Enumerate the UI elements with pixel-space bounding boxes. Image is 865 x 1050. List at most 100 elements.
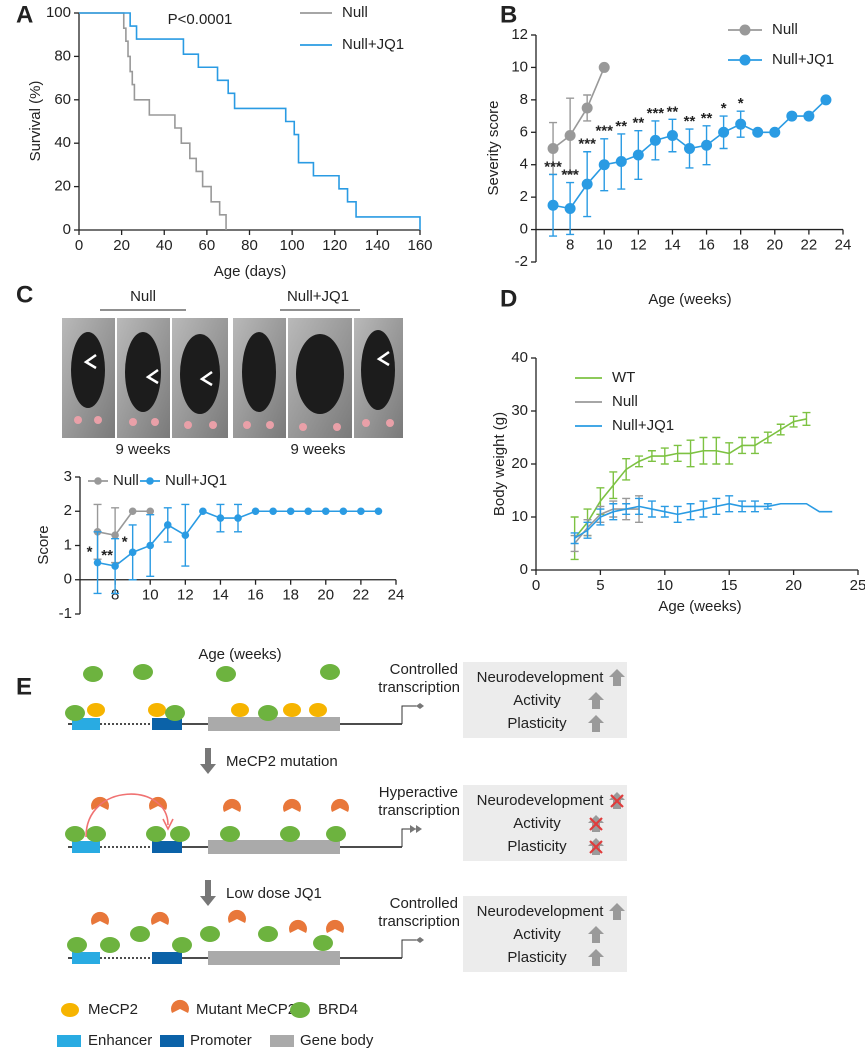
x-tick-label: 20 <box>317 587 334 604</box>
brd4 <box>65 826 85 842</box>
outcome-label: Plasticity <box>507 715 567 732</box>
error-bar <box>763 503 772 510</box>
legend-marker <box>739 24 751 36</box>
error-bar <box>725 495 734 513</box>
error-bar <box>712 436 721 465</box>
x-tick-label: 40 <box>156 237 173 254</box>
brd4 <box>258 705 278 721</box>
x-tick-label: 12 <box>630 237 647 254</box>
x-tick-label: 10 <box>656 577 673 594</box>
error-bar <box>750 436 759 455</box>
brd4 <box>290 1002 310 1018</box>
error-bar <box>609 503 618 521</box>
significance-label: ** <box>701 110 713 127</box>
brd4 <box>133 664 153 680</box>
transcription-label: Controlled <box>390 895 458 912</box>
transcription-label: transcription <box>378 679 460 696</box>
point <box>339 507 348 516</box>
photo-caption: 9 weeks <box>115 441 170 458</box>
point <box>632 149 644 161</box>
arrowhead <box>416 937 424 943</box>
y-axis-label: Body weight (g) <box>491 412 508 516</box>
point <box>786 110 798 122</box>
mecp2 <box>61 1003 79 1017</box>
step-label: Low dose JQ1 <box>226 885 322 902</box>
brd4 <box>146 826 166 842</box>
mouse-silhouettes <box>71 330 395 414</box>
x-tick-label: 10 <box>596 237 613 254</box>
point <box>564 202 576 214</box>
diagram: EControlledtranscriptionNeurodevelopment… <box>16 661 627 1049</box>
point <box>181 531 190 540</box>
point <box>598 159 610 171</box>
x-tick-label: 8 <box>566 237 574 254</box>
legend-label: WT <box>612 369 635 386</box>
point <box>803 110 815 122</box>
significance-label: *** <box>578 136 596 153</box>
arrowhead <box>410 825 422 833</box>
x-tick-label: 16 <box>698 237 715 254</box>
y-axis-label: Severity score <box>485 100 502 195</box>
step-arrow <box>200 748 216 774</box>
enhancer <box>72 841 100 853</box>
x-tick-label: 20 <box>113 237 130 254</box>
red-cross <box>589 817 603 831</box>
outcome-label: Activity <box>513 815 561 832</box>
x-tick-label: 15 <box>721 577 738 594</box>
point <box>769 126 781 138</box>
x-tick-label: 25 <box>850 577 865 594</box>
legend-label: Null <box>772 21 798 38</box>
panel-letter: B <box>500 1 517 28</box>
error-bar <box>635 497 644 516</box>
point <box>581 178 593 190</box>
y-tick-label: 60 <box>54 91 71 108</box>
transcription-label: transcription <box>378 913 460 930</box>
up-arrow <box>588 715 604 732</box>
x-tick-label: 14 <box>664 237 681 254</box>
x-tick-label: 60 <box>199 237 216 254</box>
significance-label: *** <box>647 105 665 122</box>
y-tick-label: 0 <box>520 561 528 578</box>
error-bar <box>699 500 708 518</box>
error-bar <box>686 503 695 521</box>
y-axis-label: Score <box>35 525 52 564</box>
x-tick-label: 18 <box>732 237 749 254</box>
error-bar <box>789 415 798 428</box>
x-tick-label: 14 <box>212 587 229 604</box>
outcome-label: Neurodevelopment <box>477 669 605 686</box>
legend-label: Null <box>342 4 368 21</box>
y-tick-label: 10 <box>511 58 528 75</box>
gene-body <box>208 717 340 731</box>
point <box>111 531 119 540</box>
x-tick-label: 160 <box>407 237 432 254</box>
y-tick-label: 10 <box>511 508 528 525</box>
point <box>93 558 102 567</box>
x-tick-label: 24 <box>835 237 852 254</box>
point <box>615 155 627 167</box>
enhancer <box>57 1035 81 1047</box>
y-tick-label: 8 <box>520 91 528 108</box>
point <box>321 507 330 516</box>
point <box>666 130 678 142</box>
chart: D 0 10 20 30 40 0 5 10 15 20 25 Age (weeks) Body weig… <box>491 285 865 615</box>
enhancer <box>72 718 100 730</box>
enhancer <box>72 952 100 964</box>
error-bar <box>763 431 772 444</box>
y-tick-label: -1 <box>59 605 72 622</box>
x-tick-label: 12 <box>177 587 194 604</box>
legend-marker <box>94 477 102 485</box>
brd4 <box>83 666 103 682</box>
x-axis-label: Age (weeks) <box>658 598 741 615</box>
x-tick-label: 10 <box>142 587 159 604</box>
significance-label: ** <box>632 115 644 132</box>
outcome-label: Plasticity <box>507 838 567 855</box>
red-cross <box>610 794 624 808</box>
error-bar <box>673 444 682 463</box>
transcription-arrow <box>401 939 420 958</box>
point <box>286 507 295 516</box>
step-arrow <box>200 880 216 906</box>
series-line <box>552 67 605 150</box>
mutant-mecp2 <box>289 919 307 933</box>
legend-label: Null+JQ1 <box>612 417 674 434</box>
mouse-feet <box>74 416 394 431</box>
